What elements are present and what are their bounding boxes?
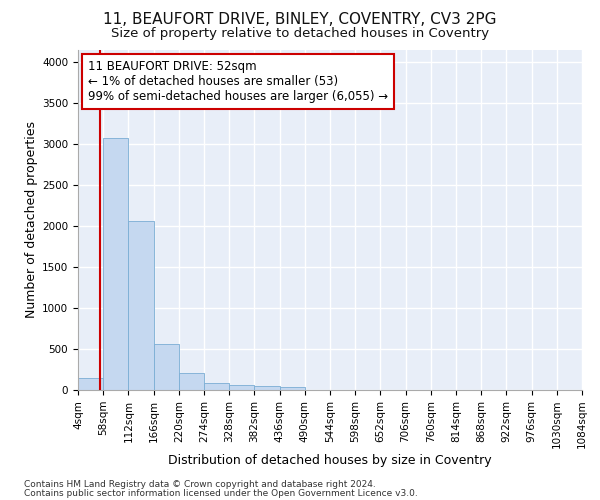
Text: 11, BEAUFORT DRIVE, BINLEY, COVENTRY, CV3 2PG: 11, BEAUFORT DRIVE, BINLEY, COVENTRY, CV… [103, 12, 497, 28]
Bar [204, 384, 229, 390]
Bar [103, 138, 128, 390]
Bar [280, 386, 305, 390]
Text: Contains HM Land Registry data © Crown copyright and database right 2024.: Contains HM Land Registry data © Crown c… [24, 480, 376, 489]
Y-axis label: Number of detached properties: Number of detached properties [25, 122, 38, 318]
Bar [179, 373, 204, 390]
X-axis label: Distribution of detached houses by size in Coventry: Distribution of detached houses by size … [168, 454, 492, 467]
Bar [78, 378, 103, 390]
Text: Size of property relative to detached houses in Coventry: Size of property relative to detached ho… [111, 28, 489, 40]
Text: Contains public sector information licensed under the Open Government Licence v3: Contains public sector information licen… [24, 488, 418, 498]
Bar [128, 221, 154, 390]
Bar [229, 385, 254, 390]
Bar [154, 344, 179, 390]
Bar [254, 386, 280, 390]
Text: 11 BEAUFORT DRIVE: 52sqm
← 1% of detached houses are smaller (53)
99% of semi-de: 11 BEAUFORT DRIVE: 52sqm ← 1% of detache… [88, 60, 388, 103]
